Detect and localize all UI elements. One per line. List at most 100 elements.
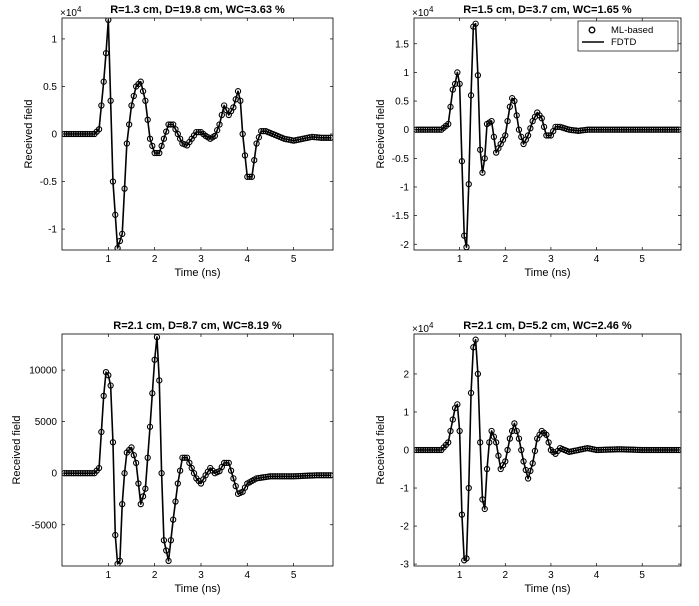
y-tick-label: -1: [48, 225, 57, 236]
x-tick-label: 5: [291, 254, 297, 265]
data-point: [483, 465, 491, 473]
y-axis-label: Received field: [375, 99, 387, 168]
y-tick-label: 0: [51, 130, 57, 141]
data-point: [506, 435, 513, 442]
data-point: [426, 446, 434, 454]
data-point: [611, 446, 618, 453]
data-point: [65, 470, 73, 477]
data-point: [609, 446, 616, 453]
data-point: [495, 452, 502, 459]
data-point: [645, 446, 653, 454]
data-point: [422, 446, 429, 454]
data-point: [465, 484, 472, 492]
chart-panel-2: 1 2 3 4 5 -2 -1.5 -1 -0.5 0 0.5 1 1.5 R=1.5 cm, D=3.7…: [375, 4, 682, 279]
data-point: [79, 130, 86, 138]
exponent-power: 4: [429, 5, 434, 14]
data-point: [668, 446, 676, 454]
data-point: [95, 464, 103, 472]
data-point: [477, 439, 484, 446]
data-point: [65, 130, 73, 138]
data-point: [613, 446, 621, 453]
data-point: [486, 439, 493, 446]
data-point: [220, 459, 228, 467]
data-point: [84, 470, 91, 477]
series-line-1: [64, 336, 331, 565]
data-point: [673, 446, 680, 454]
data-point: [183, 454, 191, 461]
y-axis-label: Received field: [375, 415, 387, 484]
x-tick-label: 5: [639, 254, 645, 265]
data-point: [518, 446, 525, 454]
data-point: [176, 467, 184, 474]
data-point: [225, 459, 232, 467]
data-point: [112, 531, 119, 539]
data-point: [529, 460, 536, 467]
data-point: [156, 377, 163, 384]
y-tick-label: 10000: [29, 366, 57, 377]
data-point: [114, 244, 121, 250]
data-point: [318, 472, 325, 479]
data-point: [77, 130, 84, 138]
data-point: [248, 173, 256, 180]
data-point: [227, 467, 235, 474]
legend-entry-ml-based: ML-based: [611, 25, 653, 36]
y-tick-label: 1: [51, 34, 57, 45]
data-point: [435, 446, 443, 454]
data-point: [112, 211, 119, 218]
data-point: [158, 142, 165, 150]
data-point: [156, 149, 163, 157]
data-point: [149, 390, 156, 397]
data-point: [139, 493, 147, 500]
data-point: [513, 427, 520, 435]
x-tick-label: 2: [152, 254, 158, 265]
x-tick-label: 3: [548, 570, 554, 581]
data-point: [456, 427, 463, 435]
data-point: [137, 78, 144, 85]
data-point: [604, 446, 612, 453]
data-point: [313, 472, 320, 479]
data-point: [251, 156, 258, 164]
data-point: [445, 439, 452, 446]
data-point: [144, 454, 151, 461]
data-point: [188, 464, 195, 472]
data-point: [447, 427, 454, 435]
data-point: [269, 473, 276, 480]
data-point: [119, 500, 126, 508]
data-point: [68, 130, 75, 138]
data-point: [193, 128, 200, 136]
data-point: [86, 130, 93, 138]
data-point: [292, 473, 300, 480]
data-point: [146, 423, 154, 430]
data-point: [308, 472, 316, 479]
data-point: [659, 446, 666, 454]
data-point: [306, 472, 313, 479]
chart-title: R=1.5 cm, D=3.7 cm, WC=1.65 %: [463, 4, 632, 16]
data-point: [163, 128, 170, 135]
data-point: [126, 121, 133, 128]
data-point: [657, 446, 664, 454]
data-point: [214, 127, 221, 134]
data-point: [429, 446, 436, 454]
data-point: [102, 50, 110, 57]
data-point: [320, 472, 327, 479]
chart-panel-3: 1 2 3 4 5 -5000 0 5000 10000 R=2.1 cm, D=8.7 cm, …: [11, 320, 334, 595]
x-tick-label: 2: [503, 570, 509, 581]
data-point: [86, 470, 93, 477]
data-point: [278, 473, 286, 480]
data-point: [616, 446, 623, 453]
data-point: [419, 446, 427, 454]
data-point: [524, 475, 532, 482]
data-point: [325, 472, 332, 479]
data-point: [142, 97, 149, 104]
legend-entry-fdtd: FDTD: [611, 37, 636, 48]
y-tick-label: -1: [400, 182, 409, 193]
data-point: [634, 446, 641, 453]
data-point: [623, 446, 630, 453]
data-point: [223, 459, 230, 467]
data-point: [652, 446, 660, 454]
x-tick-label: 4: [594, 254, 600, 265]
data-point: [467, 389, 475, 397]
x-axis-label: Time (ns): [174, 583, 220, 595]
data-point: [62, 470, 68, 477]
